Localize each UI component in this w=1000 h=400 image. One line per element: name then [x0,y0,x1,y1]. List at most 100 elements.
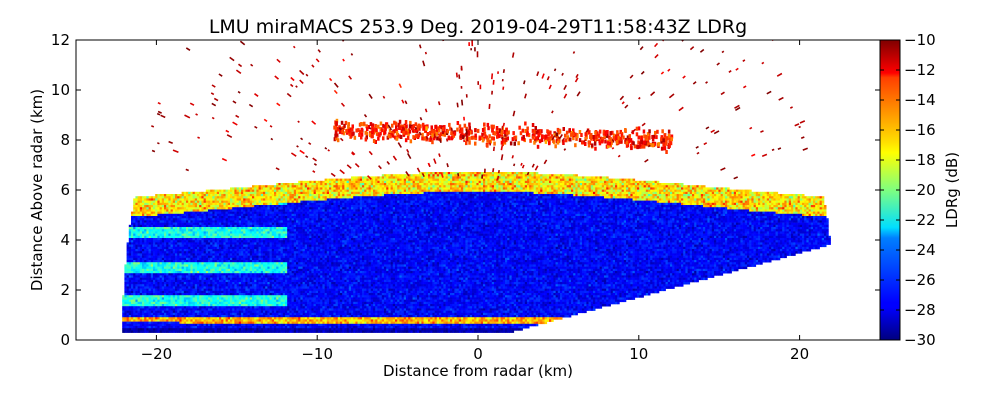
heatmap-cell [265,306,268,309]
heatmap-cell [161,288,165,292]
heatmap-cell [291,220,295,223]
heatmap-cell [148,220,152,223]
heatmap-cell [181,323,185,327]
heatmap-cell [271,231,275,234]
heatmap-cell [210,211,213,215]
heatmap-cell [245,310,248,314]
heatmap-cell [157,301,160,305]
heatmap-cell [181,222,185,226]
heatmap-cell [219,264,222,267]
heatmap-cell [179,222,182,226]
heatmap-cell [282,284,286,287]
heatmap-cell [192,260,196,263]
heatmap-cell [199,238,202,241]
heatmap-cell [254,308,257,311]
heatmap-cell [188,238,191,241]
heatmap-cell [252,202,255,206]
heatmap-cell [252,293,255,296]
heatmap-cell [205,317,209,320]
heatmap-cell [282,321,286,325]
heatmap-cell [181,315,185,318]
heatmap-cell [276,317,279,320]
heatmap-cell [194,198,198,201]
heatmap-cell [291,235,295,239]
heatmap-cell [254,312,257,316]
heatmap-cell [177,306,180,309]
heatmap-cell [214,255,218,259]
heatmap-cell [287,286,290,289]
heatmap-cell [216,304,220,307]
heatmap-cell [278,242,281,245]
heatmap-cell [177,220,180,223]
heatmap-cell [271,257,275,261]
heatmap-cell [236,308,240,311]
heatmap-cell [159,200,163,204]
heatmap-cell [247,262,251,265]
heatmap-cell [249,194,253,197]
heatmap-cell [153,312,156,316]
heatmap-cell [227,242,231,245]
heatmap-cell [137,310,141,314]
heatmap-cell [280,183,284,186]
heatmap-cell [287,295,290,298]
heatmap-cell [139,323,143,327]
heatmap-cell [278,282,281,285]
heatmap-cell [227,328,231,331]
heatmap-cell [214,328,218,331]
heatmap-cell [210,253,213,256]
heatmap-cell [183,330,187,333]
heatmap-cell [291,286,295,289]
heatmap-cell [260,323,264,327]
heatmap-cell [164,330,167,333]
heatmap-cell [183,240,187,243]
heatmap-cell [188,220,191,223]
heatmap-cell [122,301,125,305]
heatmap-cell [208,200,211,204]
heatmap-cell [221,317,224,320]
heatmap-cell [245,330,248,333]
heatmap-cell [194,308,198,311]
heatmap-cell [177,257,180,261]
heatmap-cell [175,315,178,318]
heatmap-cell [267,240,270,243]
heatmap-cell [289,240,292,243]
heatmap-cell [245,207,248,210]
heatmap-cell [227,240,231,243]
heatmap-cell [256,304,259,307]
heatmap-cell [245,220,248,223]
heatmap-cell [214,257,218,261]
heatmap-cell [181,220,185,223]
heatmap-cell [150,233,154,237]
heatmap-cell [201,262,204,265]
heatmap-cell [155,249,158,252]
heatmap-cell [142,235,145,239]
heatmap-cell [241,284,244,287]
heatmap-cell [271,189,275,193]
heatmap-cell [168,308,171,311]
heatmap-cell [254,284,257,287]
heatmap-cell [212,273,215,276]
heatmap-cell [216,326,220,329]
heatmap-cell [159,308,163,311]
heatmap-cell [124,288,127,292]
heatmap-cell [199,317,202,320]
heatmap-cell [221,205,224,208]
heatmap-cell [190,273,193,276]
heatmap-cell [199,253,202,256]
heatmap-cell [194,299,198,303]
heatmap-cell [256,326,259,329]
heatmap-cell [192,268,196,272]
heatmap-cell [148,273,152,276]
heatmap-cell [280,205,284,208]
heatmap-cell [249,229,253,232]
heatmap-cell [157,266,160,270]
heatmap-cell [161,273,165,276]
heatmap-cell [126,288,130,292]
heatmap-cell [274,297,277,300]
heatmap-cell [135,238,138,241]
heatmap-cell [146,321,149,325]
heatmap-cell [285,268,288,272]
heatmap-cell [258,240,262,243]
heatmap-cell [247,297,251,300]
heatmap-cell [197,216,200,219]
